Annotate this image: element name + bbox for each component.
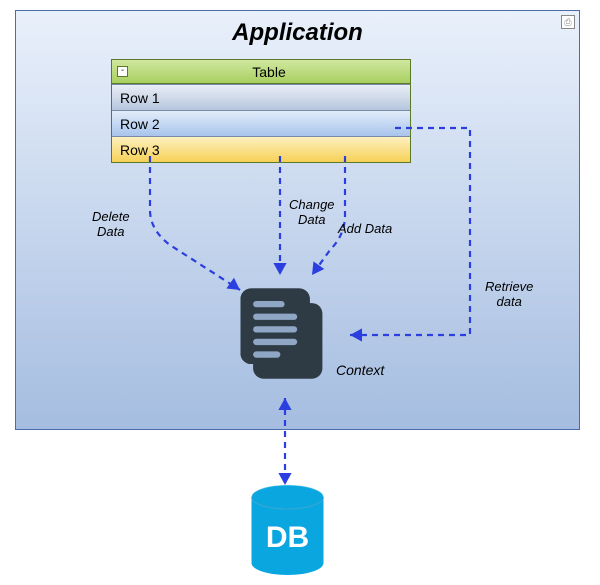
table-row-label: Row 2 [120,116,160,132]
db-cylinder: DB [250,485,325,575]
app-title: Application [232,19,363,47]
table-row: Row 1 [112,84,410,110]
table-row-label: Row 3 [120,142,160,158]
table-row: Row 3 [112,136,410,162]
table-header-label: Table [128,64,410,80]
table-node: - Table Row 1 Row 2 Row 3 [111,59,411,163]
collapse-icon: - [117,66,128,77]
svg-text:DB: DB [266,521,309,554]
panel-corner-icon: ⎙ [561,15,575,29]
table-row: Row 2 [112,110,410,136]
context-icon [230,280,335,385]
edge-label-change: ChangeData [289,198,335,228]
table-header: - Table [112,60,410,84]
edge-label-delete: DeleteData [92,210,130,240]
edge-label-retrieve: Retrievedata [485,280,533,310]
table-row-label: Row 1 [120,90,160,106]
edge-label-add: Add Data [338,222,392,237]
context-label: Context [336,362,384,378]
